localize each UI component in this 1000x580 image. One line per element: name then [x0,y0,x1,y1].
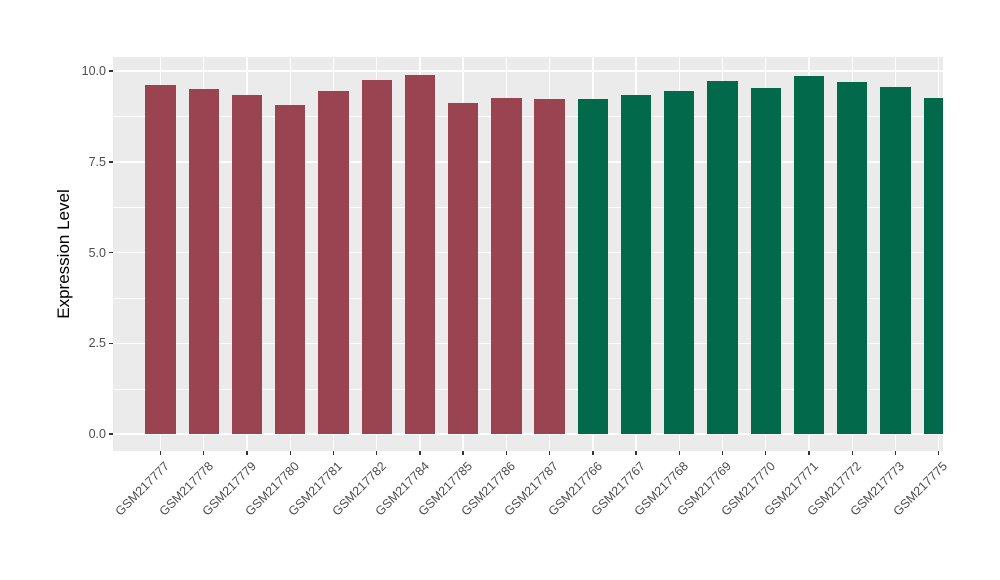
gridline-major [113,161,943,163]
x-tick-mark [159,451,162,455]
bar-GSM217786 [491,98,522,434]
gridline-minor [113,297,943,299]
x-tick-mark [635,451,637,455]
y-tick-mark [109,161,113,163]
x-tick-mark [765,451,767,455]
gridline-minor [113,207,943,208]
bar-GSM217773 [880,86,911,434]
bar-GSM217778 [188,89,219,434]
x-tick-mark [419,451,421,455]
x-tick-mark [851,451,853,455]
bar-GSM217768 [664,91,695,434]
bar-GSM217766 [577,99,608,434]
bar-GSM217784 [404,74,436,434]
gridline-major [113,251,943,254]
x-tick-mark [721,451,724,455]
bar-GSM217785 [448,103,479,434]
bar-GSM217780 [275,104,306,434]
y-tick-mark [109,342,113,344]
y-tick-label: 0.0 [88,426,106,441]
x-tick-mark [505,451,508,455]
gridline-minor [113,388,943,390]
y-tick-label: 5.0 [88,245,106,260]
x-tick-mark [548,451,551,455]
bar-GSM217782 [361,80,392,434]
bar-GSM217771 [793,76,825,434]
y-tick-label: 10.0 [81,64,106,79]
y-axis-title: Expression Level [54,189,73,319]
x-tick-mark [462,451,464,455]
bar-GSM217769 [707,80,738,434]
x-tick-mark [332,451,335,455]
y-tick-label: 2.5 [88,336,106,351]
x-tick-mark [203,451,205,455]
x-tick-mark [289,451,291,455]
bar-GSM217770 [750,88,781,434]
bar-GSM217781 [318,90,349,434]
bar-GSM217775 [923,97,943,434]
bar-GSM217779 [231,95,263,434]
gridline-major [113,433,943,435]
y-tick-mark [109,433,113,435]
gridline-major [113,70,943,72]
x-tick-mark [937,451,940,455]
y-tick-label: 7.5 [88,154,106,169]
x-tick-mark [375,451,378,455]
bar-GSM217787 [534,99,565,434]
x-tick-mark [894,451,897,455]
plot-panel [113,57,943,451]
bar-GSM217772 [837,82,868,434]
bar-GSM217767 [620,95,652,434]
bar-GSM217777 [145,84,176,434]
y-tick-mark [109,251,113,254]
gridline-minor [113,116,943,118]
gridline-major [113,342,943,344]
x-tick-mark [808,451,810,455]
x-tick-mark [678,451,680,455]
y-tick-mark [109,70,113,72]
x-tick-mark [246,451,248,455]
x-tick-mark [592,451,594,455]
